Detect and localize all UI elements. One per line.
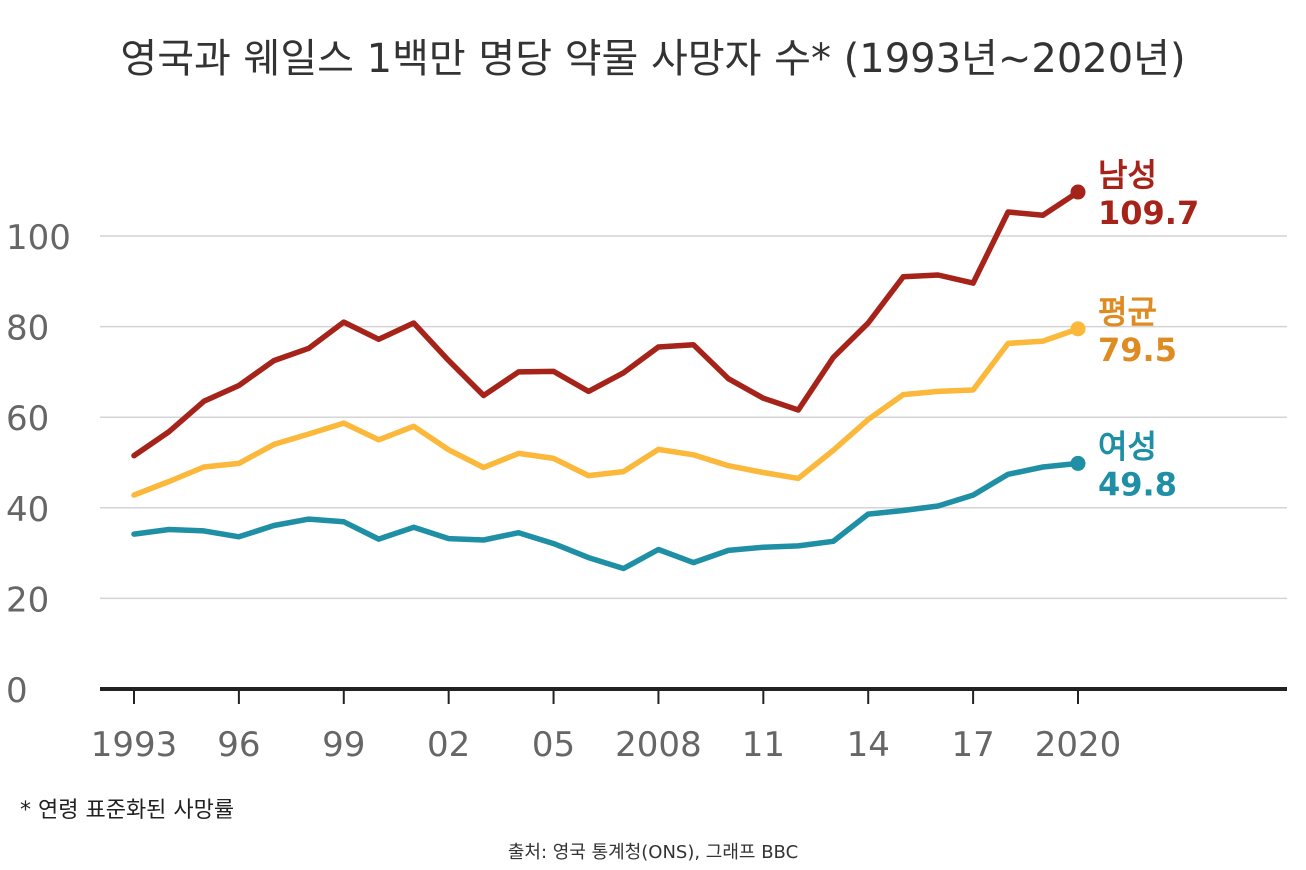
- footnote: * 연령 표준화된 사망률: [20, 798, 235, 823]
- series-name-label: 평균: [1098, 293, 1157, 331]
- series-name-label: 남성: [1098, 156, 1157, 194]
- y-tick-label: 100: [6, 218, 71, 258]
- y-tick-label: 20: [6, 580, 49, 620]
- x-tick-label: 02: [427, 725, 470, 765]
- x-tick-label: 2020: [1035, 725, 1122, 765]
- series-value-label: 109.7: [1098, 194, 1199, 232]
- series-value-label: 49.8: [1098, 465, 1177, 503]
- series-name-label: 여성: [1098, 427, 1157, 465]
- x-tick-label: 1993: [91, 725, 178, 765]
- series-line-0: [131, 189, 1081, 459]
- x-tick-label: 05: [532, 725, 575, 765]
- source-credit: 출처: 영국 통계청(ONS), 그래프 BBC: [507, 842, 799, 863]
- x-tick-label: 14: [847, 725, 890, 765]
- series-end-point-2: [1070, 455, 1086, 471]
- chart-title: 영국과 웨일스 1백만 명당 약물 사망자 수* (1993년~2020년): [120, 36, 1186, 82]
- y-tick-label: 0: [6, 671, 28, 711]
- series-line-1: [131, 326, 1081, 498]
- series-line-2: [131, 460, 1081, 572]
- y-tick-label: 40: [6, 490, 49, 530]
- y-tick-label: 80: [6, 309, 49, 349]
- grid-lines: [100, 235, 1287, 600]
- x-tick-label: 17: [951, 725, 994, 765]
- series-lines: [131, 184, 1086, 572]
- x-tick-label: 99: [322, 725, 365, 765]
- series-end-point-0: [1070, 184, 1086, 200]
- series-end-point-1: [1070, 321, 1086, 337]
- axes: 0 20 40 60 80 100 1993 96 99 02 05 2008 11 14 17 2020: [6, 218, 1287, 765]
- x-tick-label: 11: [742, 725, 785, 765]
- y-tick-label: 60: [6, 399, 49, 439]
- series-value-label: 79.5: [1098, 331, 1177, 369]
- x-tick-label: 96: [217, 725, 260, 765]
- x-tick-label: 2008: [615, 725, 702, 765]
